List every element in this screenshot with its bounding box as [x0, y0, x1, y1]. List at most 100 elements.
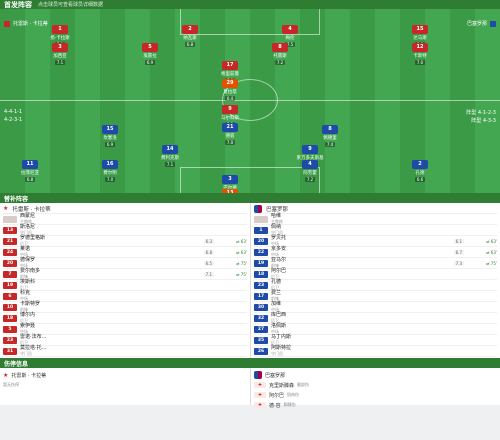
injury-player: 克里斯滕森: [269, 382, 295, 389]
barcelona-badge-icon: [254, 371, 262, 379]
sub-position: 中场: [20, 252, 28, 257]
away-player[interactable]: 15 坎塞洛 6.9: [90, 125, 130, 148]
sub-position: 后卫: [271, 274, 279, 279]
home-player[interactable]: 29 莫拉塔 6.4: [210, 79, 250, 102]
away-player[interactable]: 11 拉菲尼亚 6.8: [10, 160, 50, 183]
sub-row[interactable]: 20 德保罗 中场 6.5 ⇄ 75': [3, 258, 247, 269]
sub-name: 罗德里格斯: [20, 235, 46, 241]
sub-number: 31: [3, 347, 17, 355]
home-player[interactable]: 12 卡斯特 7.0: [400, 43, 440, 66]
sub-row[interactable]: 23 雷诺·法布… 后卫: [3, 335, 247, 346]
sub-row[interactable]: 32 库巴西 后卫: [254, 313, 497, 324]
home-subs: ★ 托雷斯 · 卡拉蒂 西蒙尼 主教练 13 斯洛尼 守门员 21 罗德里格斯 后卫 6.3…: [0, 203, 250, 358]
away-player[interactable]: 21 德容 7.0: [210, 123, 250, 146]
sub-position: 后卫: [271, 318, 279, 323]
sub-position: 前锋: [271, 296, 279, 301]
subs-section-title: 替补阵容: [0, 193, 500, 203]
sub-row[interactable]: 10 卡斯特罗 前锋: [3, 302, 247, 313]
sub-row[interactable]: 27 洛佩斯 中场: [254, 324, 497, 335]
injury-row[interactable]: ✚ 克里斯滕森 腿部伤: [254, 380, 497, 390]
player-name: 卡斯特: [413, 54, 427, 59]
away-badge-icon: [490, 20, 496, 27]
away-team-name: 巴塞罗那: [466, 21, 487, 27]
sub-row[interactable]: 21 罗德里格斯 后卫 6.3 ⇄ 63': [3, 236, 247, 247]
sub-row[interactable]: 5 索伊聂 中场: [3, 324, 247, 335]
away-injury-team-name: 巴塞罗那: [265, 372, 286, 379]
home-player[interactable]: 4 梅伦 7.5: [270, 25, 310, 48]
player-name: 纳瓦斯: [183, 36, 197, 41]
sub-time: ⇄ 63': [236, 249, 247, 255]
home-formation-2: 4-2-3-1: [4, 117, 23, 123]
away-coach[interactable]: 哈维 主教练: [254, 214, 497, 225]
home-player[interactable]: 5 埃雷拉 6.9: [130, 43, 170, 66]
player-name: 巴尔德: [210, 185, 250, 191]
sub-name: 德保罗: [20, 257, 36, 263]
away-player[interactable]: 13特尔施特根7.0: [210, 189, 250, 193]
away-player[interactable]: 8 佩德里 7.4: [310, 125, 350, 148]
sub-rating: 6.7: [453, 249, 464, 255]
player-name: 格里兹曼: [221, 72, 239, 77]
sub-number: 30: [254, 303, 268, 311]
home-coach[interactable]: 西蒙尼 主教练: [3, 214, 247, 225]
away-subs: 巴塞罗那 哈维 主教练 1 佩纳 守门员 20 罗贝托 中场 6.1 ⇄ 63' 22 京多安 中场…: [250, 203, 500, 358]
sub-number: 20: [3, 259, 17, 267]
sub-row[interactable]: 23 孔德 后卫: [254, 280, 497, 291]
sub-row[interactable]: 17 费兰 前锋: [254, 291, 497, 302]
player-rating: 6.6: [414, 177, 426, 182]
sub-row[interactable]: 26 阿斯特拉 守门员: [254, 346, 497, 357]
sub-position: 守门员: [271, 351, 283, 356]
away-subs-team-name: 巴塞罗那: [266, 206, 289, 213]
injury-player: 阿尔巴: [269, 392, 285, 399]
player-rating: 7.2: [274, 60, 286, 65]
sub-row[interactable]: 20 罗贝托 中场 6.1 ⇄ 63': [254, 236, 497, 247]
sub-name: 孔德: [271, 279, 282, 285]
sub-row[interactable]: 7 费尔南多 前锋 7.1 ⇄ 75': [3, 269, 247, 280]
sub-row[interactable]: 35 马丁内斯 后卫: [254, 335, 497, 346]
injury-row[interactable]: ✚ 德·容 脚踝伤: [254, 400, 497, 410]
sub-row[interactable]: 1 佩纳 守门员: [254, 225, 497, 236]
sub-row[interactable]: 24 莱诺 中场 6.8 ⇄ 63': [3, 247, 247, 258]
home-player[interactable]: 3 加西亚 7.1: [40, 43, 80, 66]
sub-time: ⇄ 63': [236, 238, 247, 244]
sub-number: 7: [3, 270, 17, 278]
away-player[interactable]: 14 费利克斯 7.1: [150, 145, 190, 168]
shirt-icon: 4: [302, 160, 318, 169]
home-player[interactable]: 2 纳瓦斯 6.8: [170, 25, 210, 48]
player-rating: 6.8: [24, 177, 36, 182]
sub-row[interactable]: 18 博尔内 后卫: [3, 313, 247, 324]
away-player[interactable]: 16 费尔明 7.0: [90, 160, 130, 183]
shirt-icon: 2: [182, 25, 198, 34]
sub-number: 19: [3, 281, 17, 289]
sub-rating: 6.1: [453, 238, 464, 244]
sub-row[interactable]: 19 埃斯科 后卫: [3, 280, 247, 291]
injury-icon: ✚: [254, 382, 266, 388]
player-name: 阿劳霍: [303, 171, 317, 176]
away-player[interactable]: 4 阿劳霍 7.2: [290, 160, 330, 183]
shirt-icon: 21: [222, 123, 238, 132]
sub-row[interactable]: 18 阿尔巴 后卫: [254, 269, 497, 280]
away-player[interactable]: 2 孔德 6.6: [400, 160, 440, 183]
sub-row[interactable]: 30 加维 中场: [254, 302, 497, 313]
sub-row[interactable]: 22 京多安 中场 6.7 ⇄ 63': [254, 247, 497, 258]
page-title: 首发阵容: [4, 0, 32, 9]
shirt-icon: 3: [222, 175, 238, 184]
injury-note: 肌肉伤: [287, 392, 300, 397]
shirt-icon: 17: [222, 61, 238, 70]
sub-name: 雷诺·法布…: [20, 334, 47, 340]
player-name: 费尔明: [103, 171, 117, 176]
injury-icon: ✚: [254, 402, 266, 408]
sub-row[interactable]: 6 科克 中场: [3, 291, 247, 302]
shirt-icon: 29: [222, 79, 238, 88]
home-subs-team-name: 托雷斯 · 卡拉蒂: [12, 206, 51, 213]
sub-row[interactable]: 13 斯洛尼 守门员: [3, 225, 247, 236]
sub-row[interactable]: 31 莫拉塔·托… 守门员: [3, 346, 247, 357]
injury-note: 腿部伤: [297, 382, 310, 387]
player-name: 埃雷拉: [143, 54, 157, 59]
star-icon: ★: [3, 371, 9, 379]
home-player[interactable]: 8 托雷斯 7.2: [260, 43, 300, 66]
sub-number: 23: [254, 281, 268, 289]
penalty-box-top: [180, 9, 320, 35]
injury-row[interactable]: ✚ 阿尔巴 肌肉伤: [254, 390, 497, 400]
subs-panel: ★ 托雷斯 · 卡拉蒂 西蒙尼 主教练 13 斯洛尼 守门员 21 罗德里格斯 后卫 6.3…: [0, 203, 500, 358]
sub-row[interactable]: 19 亚马尔 前锋 7.3 ⇄ 75': [254, 258, 497, 269]
